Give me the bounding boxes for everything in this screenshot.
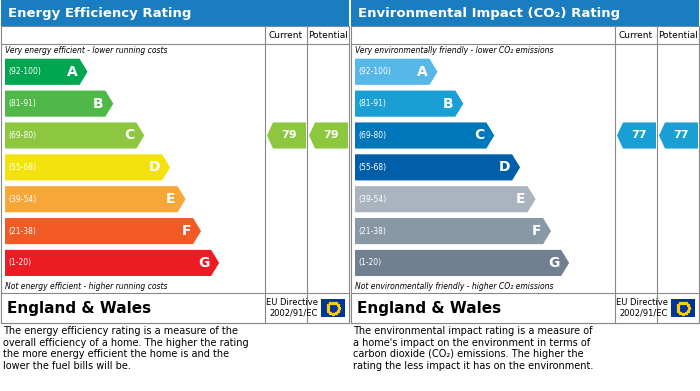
Polygon shape — [5, 122, 144, 149]
Bar — [321, 299, 345, 317]
Text: (21-38): (21-38) — [358, 226, 386, 235]
Text: Not environmentally friendly - higher CO₂ emissions: Not environmentally friendly - higher CO… — [355, 282, 554, 291]
Polygon shape — [5, 250, 219, 276]
Text: The energy efficiency rating is a measure of the
overall efficiency of a home. T: The energy efficiency rating is a measur… — [3, 326, 248, 371]
Polygon shape — [5, 154, 170, 180]
Polygon shape — [309, 122, 348, 149]
Text: (39-54): (39-54) — [8, 195, 36, 204]
Text: G: G — [548, 256, 559, 270]
Text: Current: Current — [619, 30, 653, 39]
Polygon shape — [355, 186, 536, 212]
Text: B: B — [92, 97, 104, 111]
Text: F: F — [181, 224, 191, 238]
Text: (21-38): (21-38) — [8, 226, 36, 235]
Text: Not energy efficient - higher running costs: Not energy efficient - higher running co… — [5, 282, 167, 291]
Polygon shape — [355, 91, 463, 117]
Text: (92-100): (92-100) — [358, 67, 391, 76]
Polygon shape — [355, 122, 494, 149]
Text: A: A — [66, 65, 78, 79]
Bar — [351, 293, 699, 323]
Text: EU Directive
2002/91/EC: EU Directive 2002/91/EC — [266, 298, 318, 318]
Text: 77: 77 — [673, 131, 690, 140]
Polygon shape — [267, 122, 306, 149]
Text: B: B — [442, 97, 454, 111]
Text: (55-68): (55-68) — [8, 163, 36, 172]
Polygon shape — [5, 59, 88, 85]
Bar — [351, 0, 699, 26]
Text: England & Wales: England & Wales — [357, 301, 501, 316]
Polygon shape — [355, 250, 569, 276]
Bar — [1, 293, 349, 323]
Text: 79: 79 — [281, 131, 298, 140]
Text: D: D — [148, 160, 160, 174]
Polygon shape — [659, 122, 698, 149]
Text: Very energy efficient - lower running costs: Very energy efficient - lower running co… — [5, 46, 167, 55]
Text: (69-80): (69-80) — [8, 131, 36, 140]
Bar — [671, 299, 695, 317]
Text: E: E — [516, 192, 526, 206]
Text: The environmental impact rating is a measure of
a home's impact on the environme: The environmental impact rating is a mea… — [353, 326, 594, 371]
Bar — [351, 26, 699, 323]
Text: (81-91): (81-91) — [358, 99, 386, 108]
Text: England & Wales: England & Wales — [7, 301, 151, 316]
Polygon shape — [355, 154, 520, 180]
Bar — [1, 26, 349, 323]
Text: Very environmentally friendly - lower CO₂ emissions: Very environmentally friendly - lower CO… — [355, 46, 554, 55]
Text: (1-20): (1-20) — [8, 258, 31, 267]
Text: A: A — [416, 65, 428, 79]
Text: Energy Efficiency Rating: Energy Efficiency Rating — [8, 7, 191, 20]
Text: EU Directive
2002/91/EC: EU Directive 2002/91/EC — [616, 298, 668, 318]
Text: 79: 79 — [323, 131, 340, 140]
Text: 77: 77 — [631, 131, 648, 140]
Text: Potential: Potential — [658, 30, 698, 39]
Text: Potential: Potential — [308, 30, 348, 39]
Polygon shape — [617, 122, 656, 149]
Text: Current: Current — [269, 30, 303, 39]
Text: F: F — [531, 224, 541, 238]
Text: (92-100): (92-100) — [8, 67, 41, 76]
Text: (55-68): (55-68) — [358, 163, 386, 172]
Bar — [1, 0, 349, 26]
Polygon shape — [355, 59, 438, 85]
Polygon shape — [5, 91, 113, 117]
Text: (39-54): (39-54) — [358, 195, 386, 204]
Polygon shape — [355, 218, 551, 244]
Text: D: D — [498, 160, 510, 174]
Text: (1-20): (1-20) — [358, 258, 381, 267]
Polygon shape — [5, 186, 186, 212]
Text: Environmental Impact (CO₂) Rating: Environmental Impact (CO₂) Rating — [358, 7, 620, 20]
Text: (69-80): (69-80) — [358, 131, 386, 140]
Text: (81-91): (81-91) — [8, 99, 36, 108]
Text: C: C — [474, 129, 484, 142]
Polygon shape — [5, 218, 201, 244]
Text: E: E — [166, 192, 176, 206]
Text: G: G — [198, 256, 209, 270]
Text: C: C — [124, 129, 134, 142]
